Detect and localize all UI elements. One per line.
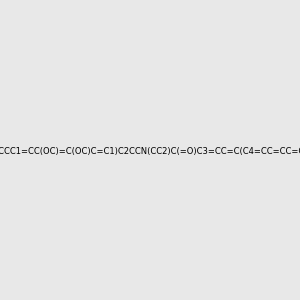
Text: O=C(NCCC1=CC(OC)=C(OC)C=C1)C2CCN(CC2)C(=O)C3=CC=C(C4=CC=CC=C4)C=C3: O=C(NCCC1=CC(OC)=C(OC)C=C1)C2CCN(CC2)C(=… (0, 147, 300, 156)
